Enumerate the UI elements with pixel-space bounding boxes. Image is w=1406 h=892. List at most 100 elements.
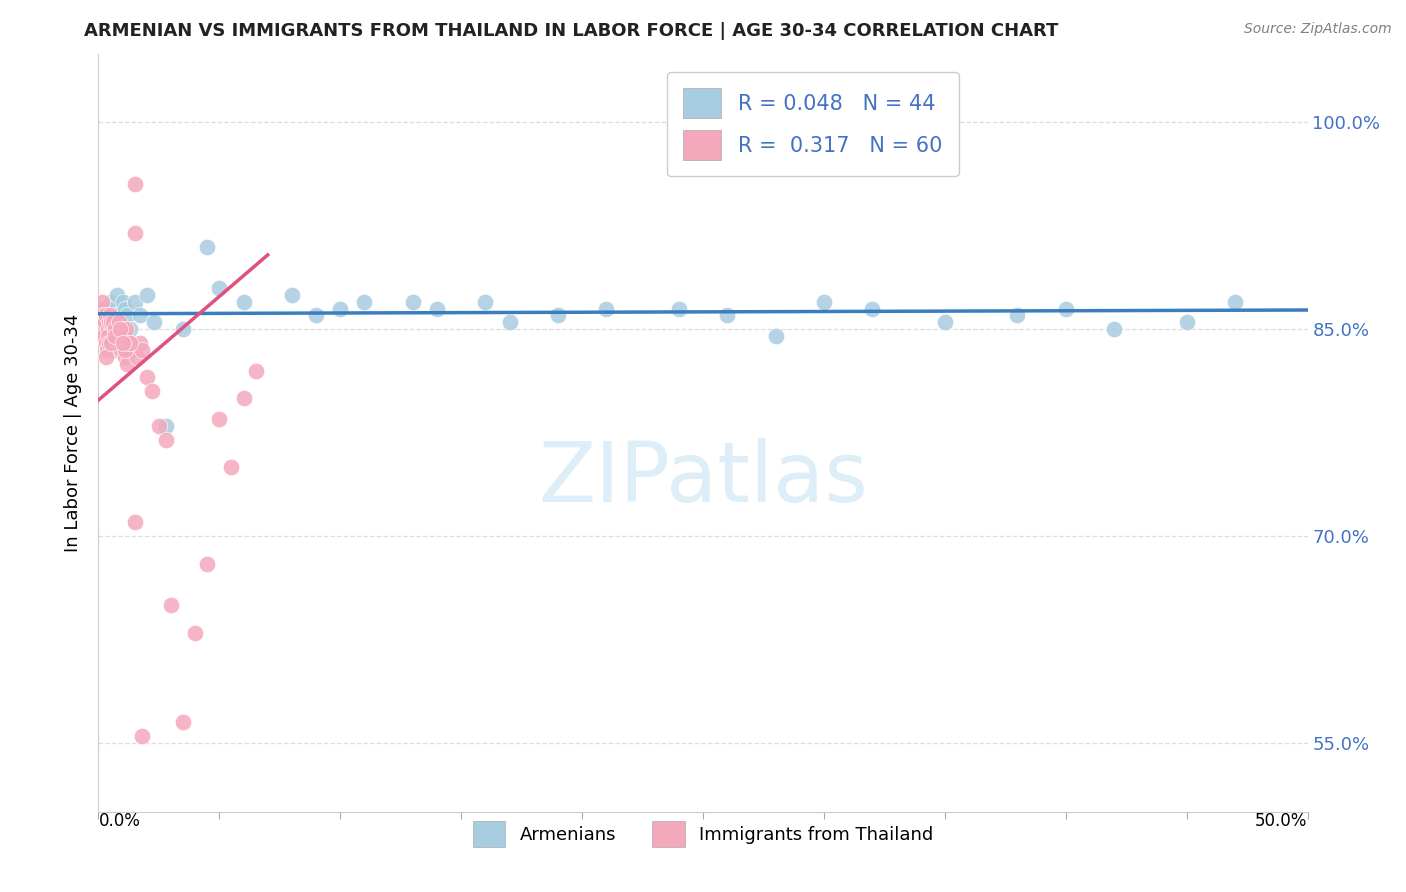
Point: [498, 315, 520, 329]
Point: [124, 515, 146, 529]
Point: [934, 315, 956, 329]
Point: [105, 287, 128, 301]
Point: [1175, 315, 1198, 329]
Point: [93, 329, 115, 343]
Point: [90, 301, 112, 316]
Text: ARMENIAN VS IMMIGRANTS FROM THAILAND IN LABOR FORCE | AGE 30-34 CORRELATION CHAR: ARMENIAN VS IMMIGRANTS FROM THAILAND IN …: [84, 22, 1059, 40]
Point: [103, 343, 125, 357]
Point: [90, 315, 112, 329]
Point: [93, 322, 115, 336]
Point: [1054, 301, 1077, 316]
Point: [135, 287, 157, 301]
Point: [103, 322, 125, 336]
Point: [97, 315, 120, 329]
Point: [232, 391, 254, 405]
Point: [104, 309, 127, 323]
Point: [131, 343, 153, 357]
Point: [107, 309, 129, 323]
Point: [100, 294, 122, 309]
Point: [108, 315, 131, 329]
Point: [104, 322, 127, 336]
Point: [108, 336, 131, 351]
Point: [112, 329, 135, 343]
Point: [1223, 294, 1246, 309]
Point: [208, 281, 231, 295]
Point: [96, 309, 118, 323]
Text: Source: ZipAtlas.com: Source: ZipAtlas.com: [1244, 22, 1392, 37]
Point: [143, 315, 166, 329]
Point: [98, 336, 121, 351]
Point: [111, 336, 134, 351]
Point: [172, 715, 194, 730]
Text: ZIPatlas: ZIPatlas: [538, 438, 868, 518]
Point: [329, 301, 352, 316]
Point: [117, 357, 139, 371]
Point: [118, 322, 141, 336]
Point: [135, 370, 157, 384]
Point: [160, 598, 183, 612]
Point: [172, 322, 194, 336]
Point: [813, 294, 835, 309]
Point: [232, 294, 254, 309]
Point: [117, 309, 139, 323]
Point: [101, 301, 124, 316]
Point: [108, 322, 131, 336]
Point: [96, 343, 118, 357]
Point: [155, 418, 177, 433]
Point: [305, 309, 328, 323]
Point: [155, 433, 177, 447]
Point: [111, 322, 134, 336]
Point: [1007, 309, 1029, 323]
Point: [353, 294, 375, 309]
Point: [114, 343, 136, 357]
Point: [91, 294, 114, 309]
Point: [98, 309, 121, 323]
Point: [101, 315, 124, 329]
Point: [195, 239, 218, 253]
Point: [184, 625, 207, 640]
Point: [94, 315, 117, 329]
Text: 50.0%: 50.0%: [1256, 812, 1308, 830]
Point: [114, 350, 136, 364]
Point: [118, 336, 141, 351]
Point: [221, 460, 243, 475]
Point: [474, 294, 496, 309]
Point: [128, 309, 150, 323]
Point: [100, 336, 122, 351]
Point: [127, 350, 149, 364]
Point: [121, 343, 143, 357]
Point: [595, 301, 617, 316]
Point: [97, 315, 120, 329]
Point: [1102, 322, 1125, 336]
Point: [128, 336, 150, 351]
Point: [104, 329, 127, 343]
Point: [124, 226, 146, 240]
Point: [765, 329, 787, 343]
Point: [89, 309, 111, 323]
Point: [547, 309, 569, 323]
Point: [245, 363, 267, 377]
Point: [124, 178, 146, 192]
Text: 0.0%: 0.0%: [98, 812, 141, 830]
Point: [108, 315, 131, 329]
Point: [124, 294, 146, 309]
Point: [860, 301, 883, 316]
Point: [97, 322, 120, 336]
Legend: Armenians, Immigrants from Thailand: Armenians, Immigrants from Thailand: [464, 812, 942, 855]
Point: [141, 384, 163, 399]
Point: [426, 301, 449, 316]
Point: [91, 309, 114, 323]
Point: [100, 336, 122, 351]
Point: [94, 350, 117, 364]
Point: [115, 322, 138, 336]
Point: [195, 557, 218, 571]
Point: [110, 343, 132, 357]
Y-axis label: In Labor Force | Age 30-34: In Labor Force | Age 30-34: [65, 313, 83, 552]
Point: [668, 301, 690, 316]
Point: [114, 301, 136, 316]
Point: [91, 329, 114, 343]
Point: [94, 301, 117, 316]
Point: [281, 287, 304, 301]
Point: [402, 294, 425, 309]
Point: [100, 309, 122, 323]
